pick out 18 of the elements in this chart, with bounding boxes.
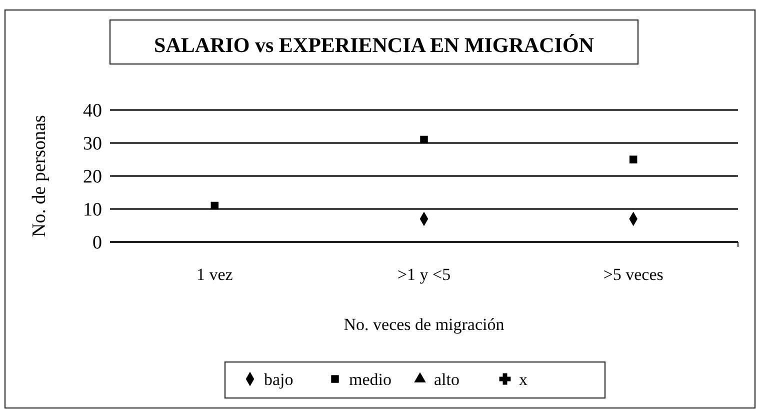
y-tick-label: 10 — [83, 200, 102, 221]
chart-title: SALARIO vs EXPERIENCIA EN MIGRACIÓN — [154, 33, 594, 57]
x-tick-label: >1 y <5 — [397, 265, 451, 284]
x-axis-title: No. veces de migración — [344, 315, 505, 334]
point — [420, 136, 428, 144]
legend-label: bajo — [264, 370, 294, 389]
y-tick-label: 30 — [83, 134, 102, 155]
point — [629, 156, 638, 164]
legend-label: medio — [349, 370, 392, 389]
y-axis-title: No. de personas — [29, 115, 50, 237]
y-tick-label: 40 — [83, 100, 102, 122]
point — [210, 202, 219, 210]
y-tick-label: 20 — [83, 166, 102, 188]
x-tick-label: 1 vez — [196, 265, 234, 284]
legend-label: alto — [434, 370, 460, 389]
legend-label: x — [519, 370, 528, 389]
x-tick-label: >5 veces — [603, 265, 664, 284]
y-tick-label: 0 — [92, 232, 102, 254]
